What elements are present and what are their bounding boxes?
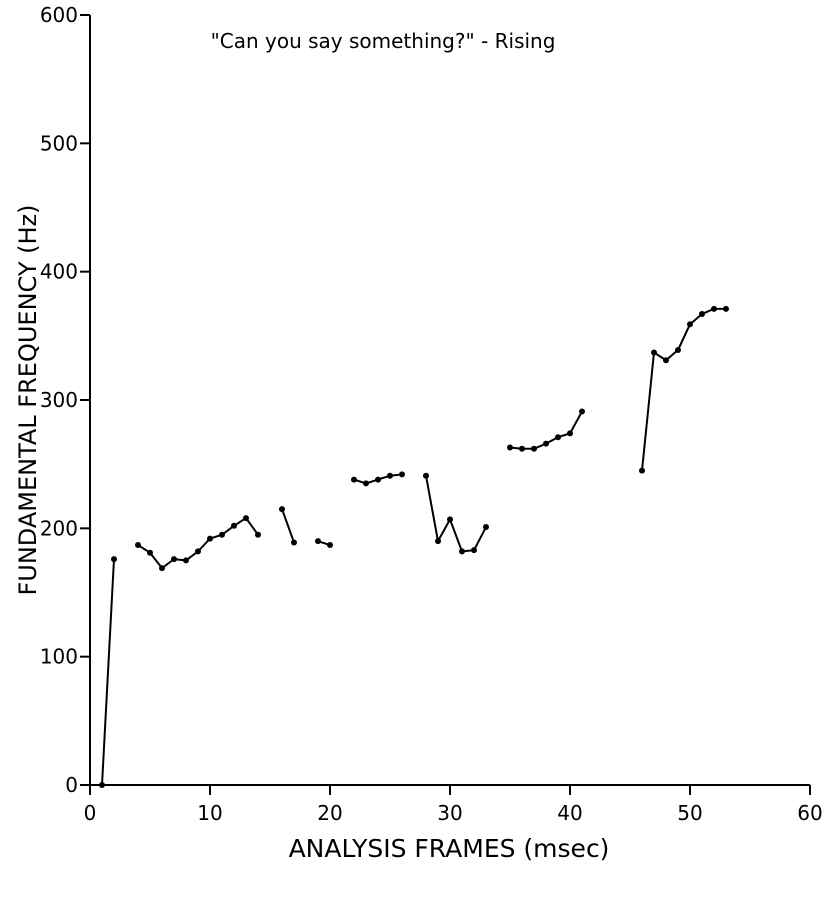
point [567,430,573,437]
point [723,305,729,312]
point [291,539,297,546]
point [255,531,261,538]
point [147,549,153,556]
point [423,472,429,479]
point [315,538,321,545]
x-tick-label: 30 [437,801,462,825]
point [459,548,465,555]
point [159,565,165,572]
point [543,440,549,447]
point [219,531,225,538]
y-tick-label: 100 [40,645,78,669]
point [531,445,537,452]
line [101,307,726,786]
point [711,305,717,312]
point [351,476,357,483]
point [399,471,405,478]
point [183,557,189,564]
point [387,472,393,479]
point [447,516,453,523]
chart-title: "Can you say something?" - Rising [211,29,556,53]
point [327,542,333,549]
point [687,321,693,328]
y-axis-label: FUNDAMENTAL FREQUENCY (Hz) [14,204,42,595]
y-tick-label: 400 [40,260,78,284]
point [579,408,585,415]
point [99,782,105,788]
point [195,548,201,555]
point [699,311,705,318]
point [519,445,525,452]
point [663,357,669,364]
point [111,556,117,563]
point [243,515,249,522]
x-tick-label: 50 [677,801,702,825]
x-tick-label: 60 [797,801,822,825]
y-tick-label: 300 [40,388,78,412]
y-tick-label: 200 [40,516,78,540]
x-axis-label: ANALYSIS FRAMES (msec) [289,834,610,863]
x-tick-label: 0 [84,801,97,825]
point [171,556,177,563]
point [435,538,441,545]
y-tick-label: 500 [40,131,78,155]
point [555,434,561,441]
point [507,444,513,451]
x-tick-label: 10 [197,801,222,825]
point [207,535,213,542]
y-tick-label: 0 [65,773,78,797]
point [675,346,681,353]
point [279,506,285,513]
point [651,349,657,356]
point [471,547,477,554]
point [135,542,141,549]
x-tick-label: 20 [317,801,342,825]
x-tick-label: 40 [557,801,582,825]
point [375,476,381,483]
point [483,524,489,531]
y-tick-label: 600 [40,3,78,27]
point [639,467,645,474]
point [231,522,237,529]
point [363,480,369,487]
